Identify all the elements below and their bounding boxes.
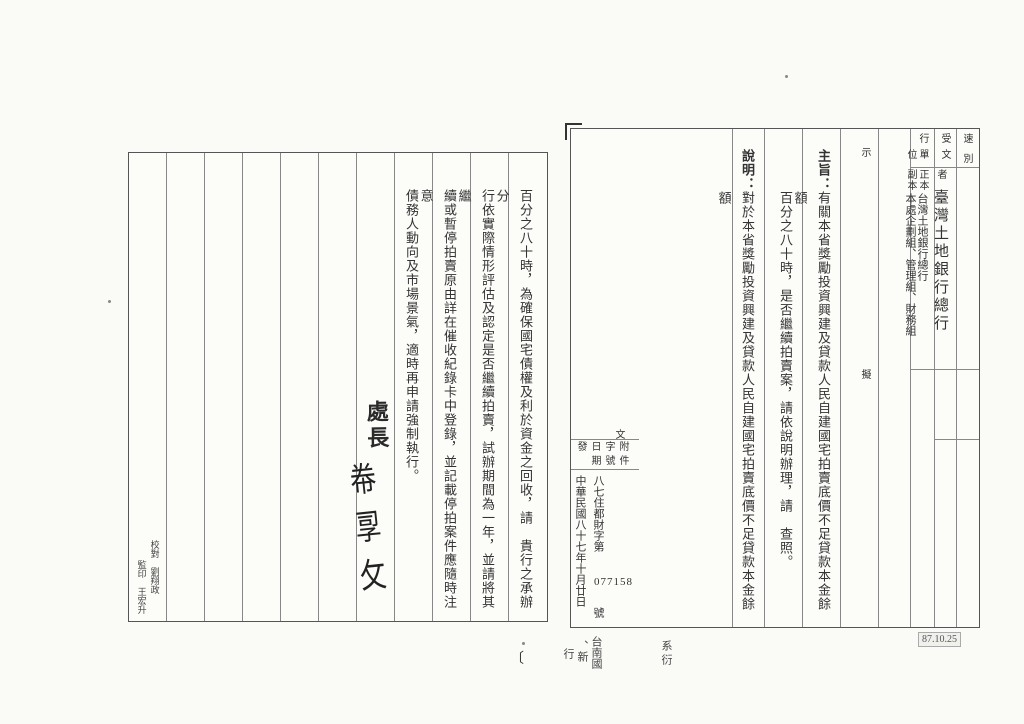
rule	[280, 153, 281, 621]
rule	[571, 469, 639, 470]
received-datestamp: 87.10.25	[918, 632, 961, 647]
proof-block: 校對 劉翔政	[148, 540, 161, 594]
label-ni: 擬	[855, 369, 873, 380]
rule	[956, 129, 957, 627]
rule	[935, 439, 979, 440]
doc-right: 速 受 文 行 單 位 別 者 正本 副本 臺灣土地銀行總行 台灣土地銀行總行 …	[570, 128, 980, 628]
doc-date: 中華民國八十七年十月廿日	[569, 475, 589, 607]
explain-line1: 對於本省獎勵投資興建及貸款人民自建國宅拍賣底價不足貸款本金餘額	[712, 191, 759, 621]
label-receiver: 受	[935, 133, 953, 144]
label-speed: 速	[957, 133, 975, 144]
label-jian: 件	[613, 455, 631, 466]
rule	[911, 167, 979, 168]
scan-speck	[108, 300, 111, 303]
docnum-suffix: 號	[587, 607, 607, 618]
crop-mark-icon	[564, 122, 586, 144]
label-wei: 位	[901, 149, 919, 160]
scan-speck	[522, 642, 525, 645]
explain-label: 說明：	[736, 149, 759, 191]
rule	[318, 153, 319, 621]
label-fuben: 副本	[901, 169, 919, 191]
rule	[166, 153, 167, 621]
cc-2: 本處企劃組、管理組、財務組	[899, 193, 919, 336]
subject-label: 主旨：	[812, 149, 835, 191]
scan-speck	[785, 75, 788, 78]
label-fu: 附	[613, 441, 631, 452]
label-xing: 行	[913, 133, 931, 144]
rule	[764, 129, 765, 627]
doc-left: 百分之八十時，為確保國宅債權及利於資金之回收，請 貴行之承辦分 行依實際情形評估…	[128, 152, 548, 622]
rule	[878, 129, 879, 627]
seal-title: 處長	[360, 400, 393, 453]
bottom-col5: 台南國	[588, 636, 604, 669]
doc-number: 077158	[594, 576, 633, 588]
label-bie: 別	[957, 153, 975, 164]
bottom-col1: 衍	[658, 654, 674, 665]
rule	[242, 153, 243, 621]
label-zhe: 者	[931, 169, 949, 180]
supervise-block: 監印 王宏升	[135, 560, 148, 614]
label-shi: 示	[855, 147, 873, 158]
rule	[394, 153, 395, 621]
label-wen: 文	[935, 149, 953, 160]
rule	[840, 129, 841, 627]
left-bracket: 〔	[510, 648, 524, 668]
bottom-col2: 系	[658, 640, 674, 651]
subject-line2: 百分之八十時，是否繼續拍賣案，請依說明辦理，請 查照。	[774, 191, 797, 621]
docnum-prefix: 八七住都財字第	[587, 475, 607, 552]
body-line-4: 債務人動向及市場景氣，適時再申請強制執行。	[400, 189, 423, 619]
rule	[204, 153, 205, 621]
label-wen2: 文	[609, 429, 627, 440]
rule	[911, 369, 979, 370]
rule	[571, 439, 639, 440]
